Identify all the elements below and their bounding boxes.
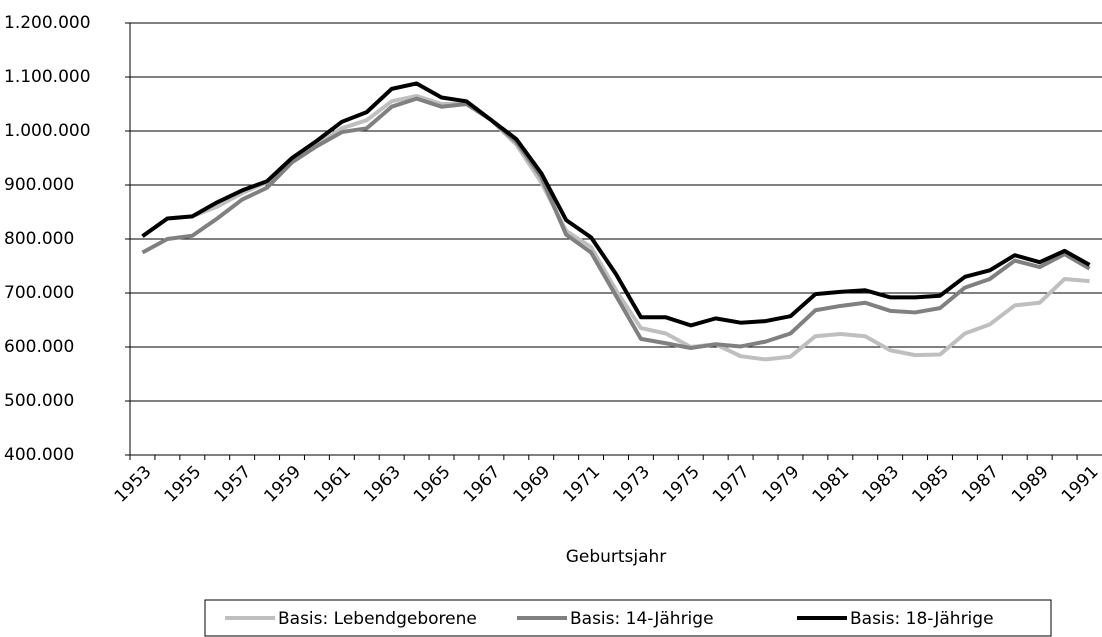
y-tick-label: 900.000: [4, 175, 74, 195]
x-tick-label: 1959: [260, 462, 305, 507]
x-tick-label: 1991: [1058, 462, 1102, 507]
legend-box: [204, 599, 1052, 637]
x-tick-label: 1975: [659, 462, 704, 507]
x-tick-label: 1963: [360, 462, 405, 507]
x-tick-label: 1977: [709, 462, 754, 507]
x-tick-label: 1981: [809, 462, 854, 507]
y-tick-label: 800.000: [4, 229, 74, 249]
x-tick-label: 1987: [958, 462, 1003, 507]
series-line: [141, 81, 1091, 328]
y-tick-label: 400.000: [4, 445, 74, 465]
x-tick-label: 1989: [1008, 462, 1053, 507]
series-line: [141, 93, 1090, 362]
x-tick-label: 1955: [161, 462, 206, 507]
legend-label: Basis: 14-Jährige: [570, 609, 714, 629]
legend-label: Basis: 18-Jährige: [850, 609, 994, 629]
x-tick-label: 1961: [310, 462, 355, 507]
y-tick-label: 1.100.000: [4, 67, 91, 87]
x-axis-title: Geburtsjahr: [566, 547, 667, 567]
x-tick-label: 1965: [410, 462, 455, 507]
y-tick-label: 700.000: [4, 283, 74, 303]
legend-label: Basis: Lebendgeborene: [278, 609, 477, 629]
x-tick-label: 1979: [759, 462, 804, 507]
x-tick-label: 1985: [908, 462, 953, 507]
y-tick-label: 1.200.000: [4, 13, 91, 33]
x-tick-label: 1971: [559, 462, 604, 507]
x-tick-label: 1983: [858, 462, 903, 507]
series-line: [141, 96, 1091, 351]
y-tick-label: 1.000.000: [4, 121, 91, 141]
y-tick-label: 500.000: [4, 391, 74, 411]
x-tick-label: 1973: [609, 462, 654, 507]
x-tick-label: 1957: [210, 462, 255, 507]
x-tick-label: 1953: [111, 462, 156, 507]
x-tick-label: 1967: [460, 462, 505, 507]
x-tick-label: 1969: [510, 462, 555, 507]
y-tick-label: 600.000: [4, 337, 74, 357]
